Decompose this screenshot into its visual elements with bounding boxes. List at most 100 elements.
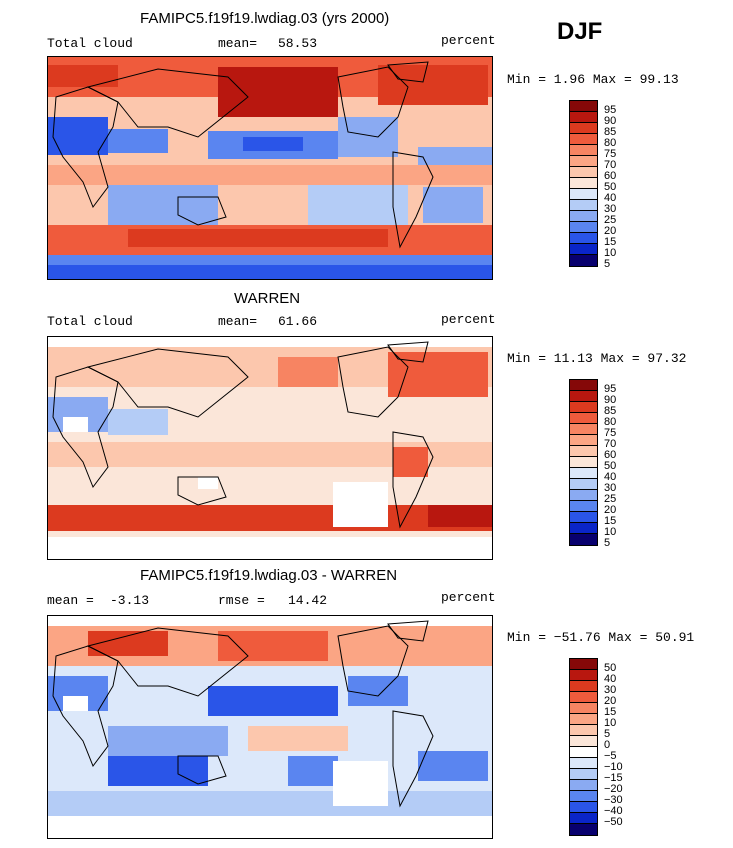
colorbar-swatch xyxy=(570,156,597,167)
colorbar-swatch xyxy=(570,802,597,813)
panel-1-variable-label: Total cloud xyxy=(47,36,133,51)
panel-1-arabia-clear xyxy=(108,129,168,153)
panel-2-antarctic-missing xyxy=(48,537,492,559)
panel-1-satl-subtrop xyxy=(423,187,483,223)
colorbar-swatch xyxy=(570,824,597,835)
colorbar-swatch xyxy=(570,391,597,402)
panel-1-minmax: Min = 1.96 Max = 99.13 xyxy=(507,72,679,87)
colorbar-tick-label: 15 xyxy=(604,236,617,248)
colorbar-tick-label: −50 xyxy=(604,816,623,828)
colorbar-tick-label: 5 xyxy=(604,258,611,270)
panel-2-so-max xyxy=(428,505,492,527)
panel-3-npac-positive xyxy=(218,631,328,661)
colorbar-swatch xyxy=(570,211,597,222)
panel-3-title: FAMIPC5.f19f19.lwdiag.03 - WARREN xyxy=(140,567,398,584)
panel-3-arctic-missing xyxy=(48,616,492,626)
colorbar-tick-label: 20 xyxy=(604,695,617,707)
panel-3-antarctic-missing xyxy=(48,816,492,838)
colorbar-swatch xyxy=(570,134,597,145)
colorbar-swatch xyxy=(570,501,597,512)
colorbar-swatch xyxy=(570,446,597,457)
colorbar-swatch xyxy=(570,681,597,692)
panel-3-satl-negative xyxy=(418,751,488,781)
panel-2-colorbar xyxy=(569,379,598,546)
panel-3-so-band xyxy=(48,791,492,816)
colorbar-tick-label: 15 xyxy=(604,706,617,718)
colorbar-swatch xyxy=(570,189,597,200)
colorbar-swatch xyxy=(570,659,597,670)
colorbar-tick-label: −15 xyxy=(604,772,623,784)
panel-1-mean-label: mean= xyxy=(218,36,258,51)
panel-3-africa-missing xyxy=(63,696,88,711)
colorbar-swatch xyxy=(570,178,597,189)
colorbar-swatch xyxy=(570,670,597,681)
panel-2-coastlines xyxy=(52,341,434,529)
colorbar-tick-label: 90 xyxy=(604,115,617,127)
panel-2-mean-label: mean= xyxy=(218,314,258,329)
colorbar-tick-label: −20 xyxy=(604,783,623,795)
panel-3-mean-label: mean = xyxy=(47,593,94,608)
colorbar-swatch xyxy=(570,380,597,391)
colorbar-tick-label: 75 xyxy=(604,427,617,439)
panel-2-so-band xyxy=(48,505,492,531)
panel-3-mean-value: -3.13 xyxy=(110,593,150,608)
colorbar-swatch xyxy=(570,714,597,725)
colorbar-tick-label: 40 xyxy=(604,192,617,204)
colorbar-swatch xyxy=(570,413,597,424)
colorbar-tick-label: 95 xyxy=(604,104,617,116)
colorbar-tick-label: 80 xyxy=(604,416,617,428)
panel-2-map xyxy=(47,336,493,560)
colorbar-swatch xyxy=(570,145,597,156)
colorbar-swatch xyxy=(570,479,597,490)
panel-2-arctic-missing xyxy=(48,337,492,347)
panel-2-units: percent xyxy=(441,312,496,327)
panel-3-io-negative xyxy=(108,726,228,756)
colorbar-swatch xyxy=(570,233,597,244)
colorbar-swatch xyxy=(570,468,597,479)
colorbar-swatch xyxy=(570,457,597,468)
colorbar-tick-label: 85 xyxy=(604,405,617,417)
colorbar-tick-label: −30 xyxy=(604,794,623,806)
panel-1-npacific-max xyxy=(218,67,338,117)
colorbar-swatch xyxy=(570,725,597,736)
panel-2-arabia xyxy=(108,409,168,435)
colorbar-tick-label: 50 xyxy=(604,460,617,472)
colorbar-tick-label: 25 xyxy=(604,214,617,226)
panel-1-units: percent xyxy=(441,33,496,48)
panel-1-mean-value: 58.53 xyxy=(278,36,318,51)
panel-1-natlantic-max xyxy=(378,65,488,105)
panel-1-coastlines xyxy=(52,61,434,249)
panel-1-antarctic-core xyxy=(48,265,492,279)
panel-3-heatmap xyxy=(48,616,492,838)
colorbar-tick-label: 0 xyxy=(604,739,611,751)
panel-2-aus-missing xyxy=(198,477,218,489)
panel-2-africa-missing xyxy=(63,417,88,432)
colorbar-tick-label: 60 xyxy=(604,170,617,182)
colorbar-tick-label: 5 xyxy=(604,728,611,740)
colorbar-swatch xyxy=(570,769,597,780)
panel-3-coastlines xyxy=(52,620,434,808)
panel-2-title: WARREN xyxy=(234,290,301,307)
colorbar-swatch xyxy=(570,255,597,266)
colorbar-tick-label: 10 xyxy=(604,526,617,538)
colorbar-tick-label: 15 xyxy=(604,515,617,527)
colorbar-tick-label: 50 xyxy=(604,662,617,674)
colorbar-swatch xyxy=(570,222,597,233)
panel-3-spac-missing xyxy=(333,761,388,806)
colorbar-swatch xyxy=(570,112,597,123)
colorbar-tick-label: 40 xyxy=(604,673,617,685)
panel-1-map xyxy=(47,56,493,280)
colorbar-tick-label: 80 xyxy=(604,137,617,149)
panel-1-npac-subtrop-core xyxy=(243,137,303,151)
colorbar-tick-label: 50 xyxy=(604,181,617,193)
colorbar-tick-label: 20 xyxy=(604,225,617,237)
colorbar-swatch xyxy=(570,780,597,791)
colorbar-tick-label: 70 xyxy=(604,159,617,171)
panel-3-colorbar xyxy=(569,658,598,836)
panel-2-mean-value: 61.66 xyxy=(278,314,318,329)
colorbar-swatch xyxy=(570,167,597,178)
colorbar-tick-label: 75 xyxy=(604,148,617,160)
panel-2-spac-missing xyxy=(333,482,388,527)
colorbar-tick-label: 90 xyxy=(604,394,617,406)
colorbar-tick-label: 25 xyxy=(604,493,617,505)
